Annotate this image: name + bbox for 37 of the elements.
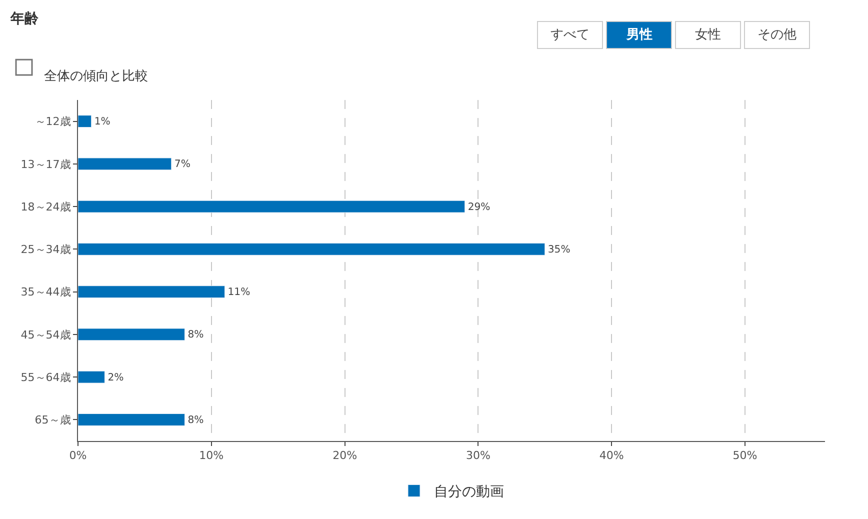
text: その他 <box>758 28 796 42</box>
bar <box>78 115 92 128</box>
data-label: 2% <box>108 372 124 384</box>
chart-title: 年齢 <box>9 10 40 27</box>
legend-label: 自分の動画 <box>434 484 504 500</box>
y-tick-label: 18～24歳 <box>20 200 71 214</box>
text: 全体の傾向と比較 <box>44 69 148 84</box>
y-tick-label: 35～44歳 <box>20 286 71 299</box>
data-label: 35% <box>548 244 571 256</box>
data-label: 29% <box>468 202 491 213</box>
bar <box>78 242 546 256</box>
data-label: 11% <box>228 287 251 298</box>
bar <box>78 328 185 341</box>
data-label: 8% <box>188 414 204 426</box>
bar <box>78 370 105 384</box>
bar <box>78 413 185 426</box>
x-tick-label: 0% <box>69 449 87 462</box>
y-tick-label: 65～歳 <box>34 414 71 427</box>
x-tick-label: 10% <box>199 449 224 462</box>
x-tick-label: 40% <box>599 449 624 462</box>
text: 女性 <box>695 28 721 42</box>
y-tick-label: 25～34歳 <box>20 243 71 256</box>
text: すべて <box>550 28 590 42</box>
y-tick-label: 13～17歳 <box>20 158 71 171</box>
y-tick-label: ～12歳 <box>34 115 71 128</box>
x-tick-label: 50% <box>732 449 758 462</box>
text: 男性 <box>626 28 652 42</box>
data-label: 1% <box>94 116 111 128</box>
data-label: 8% <box>188 330 204 341</box>
y-tick-label: 45～54歳 <box>20 328 71 342</box>
bar <box>78 200 466 213</box>
y-tick-label: 55～64歳 <box>20 370 71 384</box>
x-tick-label: 20% <box>332 449 358 462</box>
bar <box>78 158 172 170</box>
bar <box>78 286 225 298</box>
data-label: 7% <box>174 159 191 170</box>
x-tick-label: 30% <box>466 449 490 462</box>
